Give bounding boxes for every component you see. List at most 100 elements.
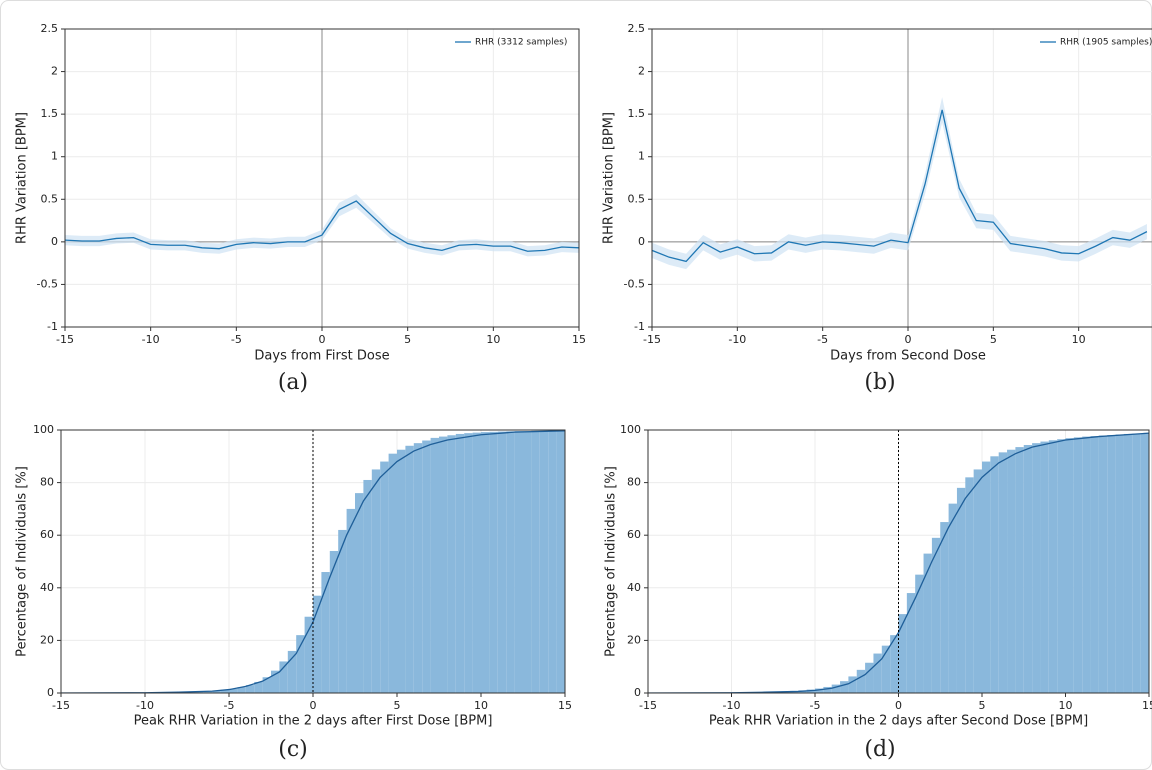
y-tick-label: 60 (40, 528, 54, 541)
x-tick-label: 10 (1072, 333, 1086, 346)
histogram-bar (212, 690, 221, 693)
histogram-bar (1048, 440, 1058, 693)
x-tick-label: 0 (905, 333, 912, 346)
histogram-bar (940, 522, 949, 693)
x-tick-label: 15 (1142, 699, 1152, 712)
x-tick-label: 5 (394, 699, 401, 712)
panel: -1 -0.5 0 0.5 1 1.5 2 2.5 -15 -10 -5 0 5 10 15 RHR (331… (15, 22, 587, 395)
y-tick-label: 2 (51, 65, 58, 78)
y-tick-label: 80 (627, 476, 641, 489)
histogram-bar (1040, 441, 1049, 693)
histogram-bar (497, 431, 507, 693)
histogram-bar (815, 688, 824, 693)
y-tick-label: 100 (33, 423, 54, 436)
x-tick-label: 15 (572, 333, 586, 346)
histogram-bar (539, 430, 549, 693)
histogram-bar (346, 508, 355, 693)
histogram-bar (823, 686, 832, 693)
y-tick-label: 0 (51, 235, 58, 248)
x-tick-label: -10 (136, 699, 154, 712)
histogram-bar (1082, 436, 1091, 693)
histogram-bar (1132, 433, 1141, 693)
histogram-bar (1007, 449, 1016, 693)
histogram-bar (363, 479, 372, 693)
histogram-bar (439, 436, 448, 693)
y-axis-label: RHR Variation [BPM] (15, 112, 30, 244)
y-tick-label: 0 (634, 686, 641, 699)
histogram-bar (329, 550, 339, 693)
y-tick-label: 0 (638, 235, 645, 248)
histogram-bar (338, 529, 347, 693)
plot-area (65, 29, 579, 327)
caption: (b) (864, 370, 895, 395)
y-tick-label: 2.5 (41, 22, 59, 35)
histogram-bar (965, 477, 974, 693)
histogram-bar (831, 684, 841, 693)
histogram-bar (1015, 447, 1024, 693)
x-axis-label: Peak RHR Variation in the 2 days after S… (709, 714, 1088, 729)
histogram-bar (388, 453, 397, 693)
histogram-bar (1107, 434, 1116, 693)
histogram-bar (1098, 435, 1108, 693)
x-tick-label: -5 (224, 699, 235, 712)
histogram-bar (990, 456, 999, 693)
histogram-bar (405, 445, 414, 693)
histogram-bar (1032, 443, 1041, 693)
histogram-bar (1090, 436, 1099, 693)
histogram-bar (1065, 438, 1074, 693)
histogram-bar (806, 689, 815, 693)
histogram-bar (187, 691, 196, 693)
histogram-bar (464, 433, 473, 693)
histogram-bar (523, 431, 532, 693)
histogram-bar (982, 461, 991, 693)
histogram-bar (890, 635, 899, 693)
x-tick-label: -15 (643, 333, 661, 346)
histogram-bar (254, 681, 263, 693)
x-axis-label: Days from First Dose (254, 349, 389, 364)
y-tick-label: -0.5 (37, 277, 58, 290)
y-tick-label: 100 (620, 423, 641, 436)
histogram-bar (355, 493, 364, 693)
histogram-bar (906, 593, 916, 693)
histogram-bar (548, 430, 557, 693)
histogram-bar (287, 650, 297, 693)
histogram-bar (856, 669, 866, 693)
y-tick-label: 0 (47, 686, 54, 699)
y-tick-label: 1.5 (628, 107, 646, 120)
x-tick-label: 0 (895, 699, 902, 712)
x-tick-label: 10 (474, 699, 488, 712)
y-tick-label: 0.5 (41, 192, 59, 205)
panel: 0 20 40 60 80 100 -15 -10 -5 0 5 10 15 Peak RHR Varia… (15, 423, 573, 762)
axes-frame (651, 28, 1152, 328)
histogram-bar (923, 553, 932, 693)
legend-label: RHR (3312 samples) (475, 38, 567, 48)
histogram-bar (313, 595, 322, 693)
histogram-bar (931, 537, 941, 693)
histogram-bar (304, 616, 313, 693)
x-tick-label: -5 (231, 333, 242, 346)
x-tick-label: 10 (1059, 699, 1073, 712)
histogram-bar (245, 685, 255, 693)
x-tick-label: -5 (810, 699, 821, 712)
histogram-bar (262, 677, 271, 693)
x-axis-label: Days from Second Dose (830, 349, 986, 364)
histogram-bar (998, 452, 1008, 693)
histogram-bar (506, 431, 515, 693)
histogram-bar (371, 469, 381, 693)
histogram-bar (447, 435, 456, 693)
plot-area (652, 29, 1152, 327)
x-tick-label: -10 (728, 333, 746, 346)
y-axis-label: Percentage of Individuals [%] (15, 466, 30, 657)
histogram-bar (195, 691, 204, 693)
x-tick-label: 5 (404, 333, 411, 346)
histogram-bar (1023, 444, 1033, 693)
histogram-bar (915, 574, 924, 693)
y-tick-label: 1.5 (41, 107, 59, 120)
histogram-bar (229, 688, 238, 693)
histogram-bar (380, 461, 389, 693)
histogram-bar (1140, 433, 1149, 693)
axes-frame (647, 429, 1150, 694)
x-tick-label: -15 (639, 699, 657, 712)
x-tick-label: -15 (52, 699, 70, 712)
